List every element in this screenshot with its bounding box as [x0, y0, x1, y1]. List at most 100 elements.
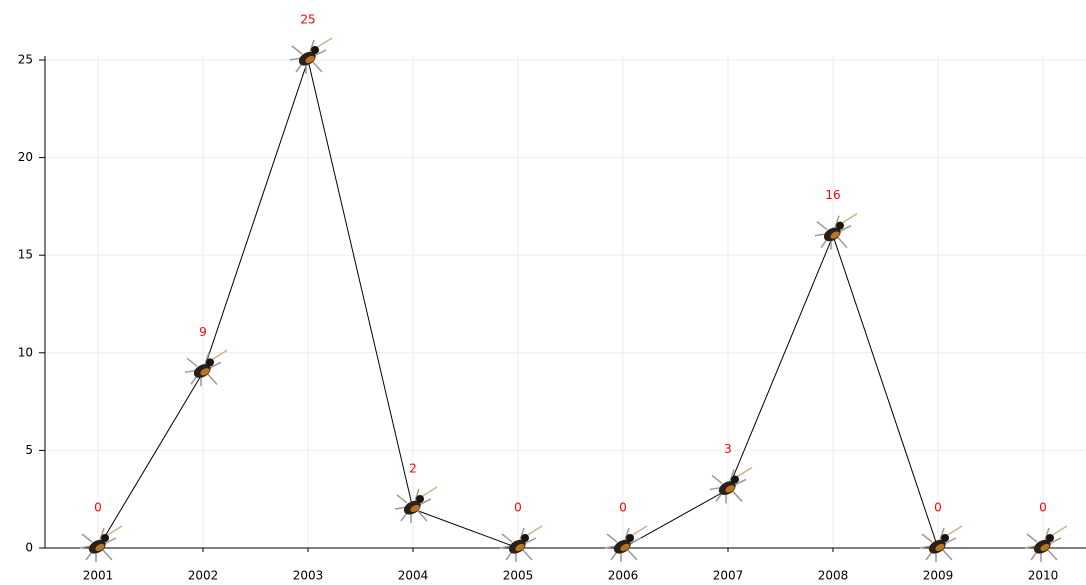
bug-leg [834, 215, 840, 228]
bug-marker [709, 466, 753, 504]
bug-antenna [945, 525, 963, 537]
bug-stripe [305, 55, 315, 64]
y-tick-label: 20 [18, 150, 33, 164]
bug-stripe [830, 231, 840, 239]
x-tick-label: 2002 [188, 569, 219, 583]
bug-leg [943, 537, 957, 545]
bug-stripe [410, 504, 420, 513]
bug-head [101, 534, 109, 542]
data-label: 2 [409, 461, 417, 475]
data-label: 9 [199, 325, 207, 339]
bug-leg [523, 537, 537, 545]
bug-leg [624, 527, 630, 541]
bug-leg [1046, 548, 1058, 561]
bug-leg [941, 548, 953, 561]
bug-stripe [200, 368, 210, 376]
bug-head [941, 534, 949, 542]
bug-marker [289, 37, 333, 74]
data-label: 0 [514, 501, 522, 515]
bug-leg [208, 361, 222, 369]
bug-leg [206, 372, 218, 385]
bug-leg [1048, 537, 1062, 545]
data-label: 0 [934, 501, 942, 515]
bug-marker [394, 486, 438, 523]
bug-stripe [95, 543, 105, 552]
bug-leg [103, 537, 117, 545]
bug-leg [416, 509, 428, 522]
data-label: 16 [825, 188, 840, 202]
bug-leg [396, 494, 408, 504]
bug-leg [939, 527, 945, 541]
y-tick-label: 15 [18, 248, 33, 262]
bug-antenna [315, 37, 333, 49]
bug-antenna [735, 466, 753, 479]
bug-head [626, 534, 634, 542]
bug-leg [186, 357, 198, 367]
bug-leg [731, 489, 743, 502]
x-tick-label: 2010 [1028, 569, 1059, 583]
bug-marker [499, 525, 543, 562]
data-label: 0 [619, 501, 627, 515]
x-tick-label: 2008 [818, 569, 849, 583]
bug-leg [838, 225, 852, 233]
x-tick-label: 2003 [293, 569, 324, 583]
series-line [97, 58, 1043, 549]
bug-stripe [515, 543, 525, 552]
bug-marker [1024, 525, 1068, 562]
bug-marker [184, 349, 228, 387]
bug-head [836, 221, 844, 230]
data-label: 25 [300, 13, 315, 27]
bug-head [1046, 534, 1054, 542]
bug-leg [1044, 527, 1050, 541]
bug-leg [521, 548, 533, 561]
bug-leg [99, 527, 105, 541]
y-tick-label: 0 [25, 541, 33, 555]
bug-leg [606, 533, 618, 543]
bug-leg [921, 533, 933, 543]
bug-antenna [840, 213, 858, 225]
y-tick-label: 10 [18, 345, 33, 359]
bug-head [416, 494, 424, 503]
bug-leg [313, 49, 327, 57]
bug-leg [101, 548, 113, 561]
bug-leg [309, 39, 315, 53]
data-label: 0 [1039, 501, 1047, 515]
bug-marker [79, 525, 123, 562]
bug-leg [81, 533, 93, 543]
bug-marker [919, 525, 963, 562]
bug-stripe [1040, 543, 1050, 552]
y-tick-label: 5 [25, 443, 33, 457]
bug-leg [711, 474, 723, 485]
bug-stripe [725, 485, 735, 493]
bug-antenna [210, 349, 228, 361]
x-tick-label: 2005 [503, 569, 534, 583]
bug-antenna [1050, 525, 1068, 537]
bug-leg [418, 498, 432, 506]
bug-head [731, 475, 739, 484]
x-tick-label: 2009 [923, 569, 954, 583]
bug-antenna [420, 486, 438, 498]
bug-antenna [630, 525, 648, 537]
bug-leg [414, 488, 420, 502]
bug-leg [816, 221, 828, 231]
y-tick-label: 25 [18, 53, 33, 67]
x-tick-label: 2007 [713, 569, 744, 583]
bug-leg [311, 60, 323, 73]
bug-leg [519, 527, 525, 541]
x-tick-label: 2001 [83, 569, 114, 583]
bug-marker [814, 213, 858, 250]
bug-marker [604, 525, 648, 562]
bug-leg [729, 469, 735, 482]
bug-leg [628, 537, 642, 545]
x-tick-label: 2004 [398, 569, 429, 583]
bug-stripe [620, 543, 630, 552]
bug-head [521, 534, 529, 542]
bug-leg [204, 352, 210, 365]
bug-leg [733, 478, 747, 487]
bug-antenna [525, 525, 543, 537]
bug-antenna [105, 525, 123, 537]
bug-leg [291, 45, 303, 55]
bug-leg [1026, 533, 1038, 543]
bug-leg [836, 236, 848, 249]
